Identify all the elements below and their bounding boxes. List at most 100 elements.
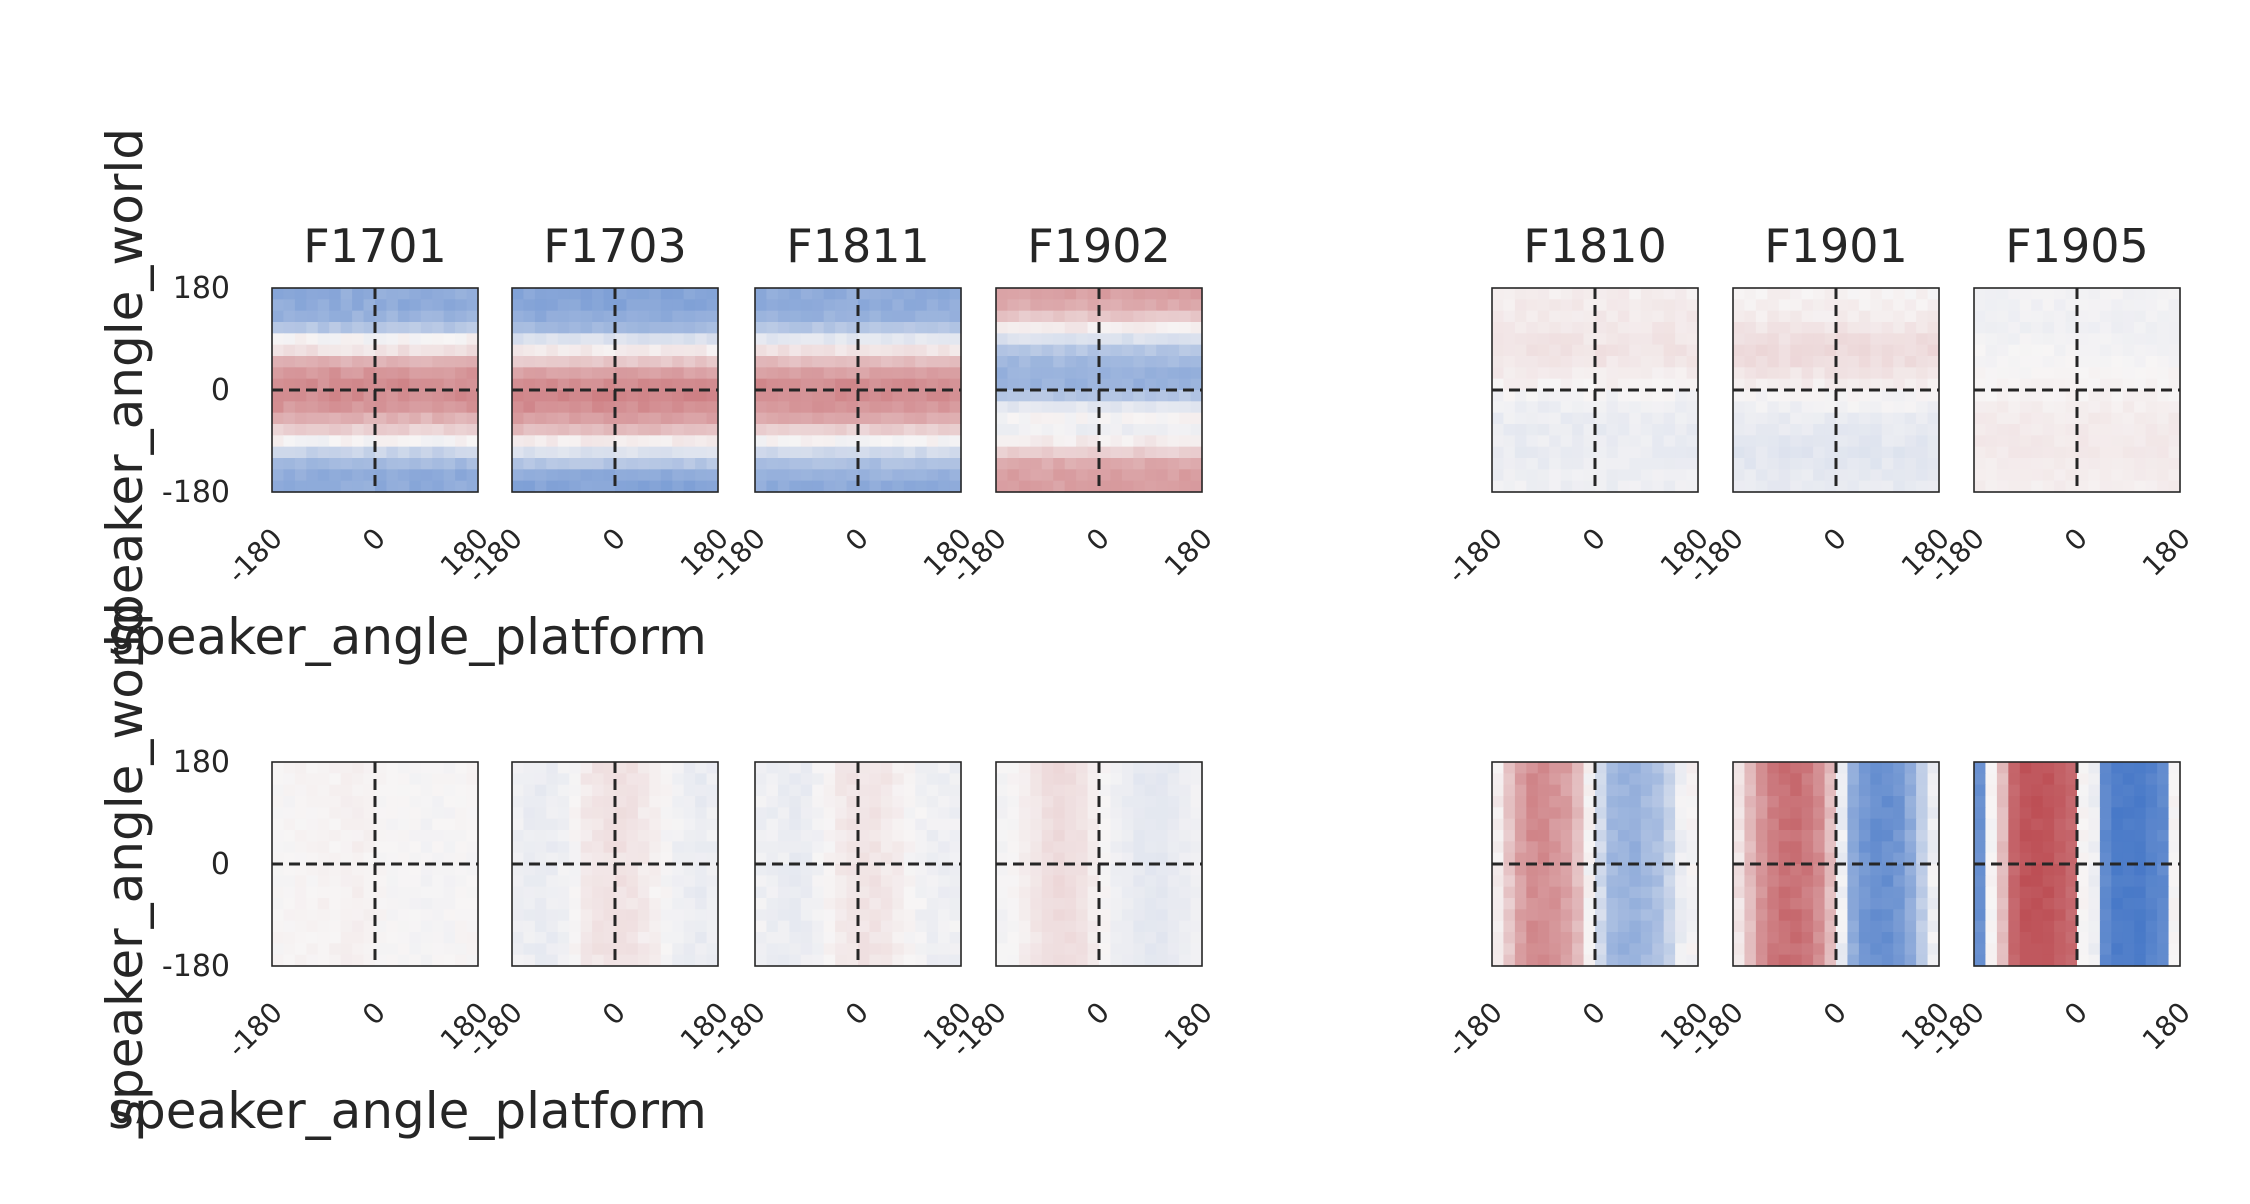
heatmap-cell <box>938 852 951 865</box>
heatmap-cell <box>1847 943 1860 956</box>
heatmap-cell <box>1121 796 1134 808</box>
heatmap-cell <box>1133 344 1146 357</box>
heatmap-cell <box>1858 446 1871 459</box>
heatmap-cell <box>432 401 445 414</box>
heatmap-cell <box>2054 852 2067 865</box>
heatmap-cell <box>363 469 376 482</box>
heatmap-cell <box>2168 841 2181 854</box>
heatmap-cell <box>766 762 779 774</box>
heatmap-cell <box>1801 875 1814 888</box>
heatmap-cell <box>755 322 768 334</box>
heatmap-cell <box>352 932 365 944</box>
heatmap-cell <box>755 378 768 391</box>
heatmap-cell <box>2088 818 2101 831</box>
heatmap-cell <box>2157 773 2170 786</box>
heatmap-cell <box>1985 299 1998 312</box>
heatmap-cell <box>1606 344 1619 357</box>
heatmap-cell <box>329 333 342 346</box>
heatmap-cell <box>938 762 951 774</box>
heatmap-cell <box>1179 435 1192 448</box>
heatmap-cell <box>938 841 951 854</box>
heatmap-cell <box>1996 784 2009 797</box>
heatmap-cell <box>812 390 825 402</box>
heatmap-cell <box>1537 333 1550 346</box>
heatmap-cell <box>546 818 559 831</box>
heatmap-cell <box>352 807 365 820</box>
heatmap-cell <box>1514 333 1527 346</box>
heatmap-cell <box>1881 480 1894 493</box>
heatmap-cell <box>1813 480 1826 493</box>
heatmap-cell <box>800 920 813 933</box>
heatmap-cell <box>903 773 916 786</box>
heatmap-cell <box>317 469 330 482</box>
heatmap-cell <box>1514 412 1527 425</box>
heatmap-cell <box>1492 310 1505 323</box>
heatmap-cell <box>1858 875 1871 888</box>
heatmap-cell <box>1767 322 1780 334</box>
heatmap-cell <box>283 390 296 402</box>
heatmap-cell <box>892 807 905 820</box>
heatmap-cell <box>375 424 388 436</box>
heatmap-cell <box>432 898 445 910</box>
heatmap-cell <box>1974 841 1987 854</box>
heatmap-cell <box>1110 469 1123 482</box>
heatmap-cell <box>386 796 399 808</box>
heatmap-cell <box>1985 886 1998 899</box>
heatmap-cell <box>777 864 790 876</box>
heatmap-cell <box>1675 435 1688 448</box>
heatmap-cell <box>1595 378 1608 391</box>
heatmap-cell <box>835 378 848 391</box>
heatmap-cell <box>1847 458 1860 470</box>
heatmap-cell <box>1549 310 1562 323</box>
heatmap-cell <box>2008 344 2021 357</box>
heatmap-cell <box>1087 480 1100 493</box>
heatmap-cell <box>823 480 836 493</box>
heatmap-cell <box>1492 390 1505 402</box>
heatmap-cell <box>1041 818 1054 831</box>
heatmap-cell <box>1904 367 1917 380</box>
heatmap-cell <box>649 796 662 808</box>
heatmap-cell <box>1537 920 1550 933</box>
heatmap-cell <box>1996 818 2009 831</box>
heatmap-cell <box>1190 299 1203 312</box>
heatmap-cell <box>938 875 951 888</box>
heatmap-cell <box>1617 412 1630 425</box>
heatmap-cell <box>949 898 962 910</box>
heatmap-cell <box>755 943 768 956</box>
heatmap-cell <box>1560 480 1573 493</box>
heatmap-cell <box>1514 446 1527 459</box>
heatmap-cell <box>1733 378 1746 391</box>
heatmap-cell <box>1503 299 1516 312</box>
heatmap-cell <box>1652 378 1665 391</box>
heatmap-cell <box>1018 943 1031 956</box>
heatmap-cell <box>812 288 825 300</box>
heatmap-cell <box>306 390 319 402</box>
heatmap-cell <box>1514 299 1527 312</box>
heatmap-cell <box>2111 932 2124 944</box>
heatmap-cell <box>1836 401 1849 414</box>
heatmap-cell <box>2157 322 2170 334</box>
heatmap-cell <box>1560 898 1573 910</box>
heatmap-cell <box>375 378 388 391</box>
heatmap-cell <box>1663 469 1676 482</box>
heatmap-cell <box>1503 807 1516 820</box>
heatmap-cell <box>375 367 388 380</box>
heatmap-cell <box>1733 446 1746 459</box>
heatmap-cell <box>1663 864 1676 876</box>
heatmap-cell <box>1824 333 1837 346</box>
heatmap-cell <box>1996 864 2009 876</box>
heatmap-cell <box>1110 412 1123 425</box>
heatmap-cell <box>592 333 605 346</box>
heatmap-cell <box>2157 852 2170 865</box>
heatmap-cell <box>1492 322 1505 334</box>
heatmap-cell <box>926 446 939 459</box>
heatmap-cell <box>1053 378 1066 391</box>
heatmap-cell <box>580 762 593 774</box>
heatmap-cell <box>2042 378 2055 391</box>
heatmap-cell <box>409 356 422 368</box>
heatmap-cell <box>1790 818 1803 831</box>
heatmap-cell <box>1686 852 1699 865</box>
heatmap-cell <box>869 898 882 910</box>
heatmap-cell <box>649 356 662 368</box>
heatmap-cell <box>695 446 708 459</box>
